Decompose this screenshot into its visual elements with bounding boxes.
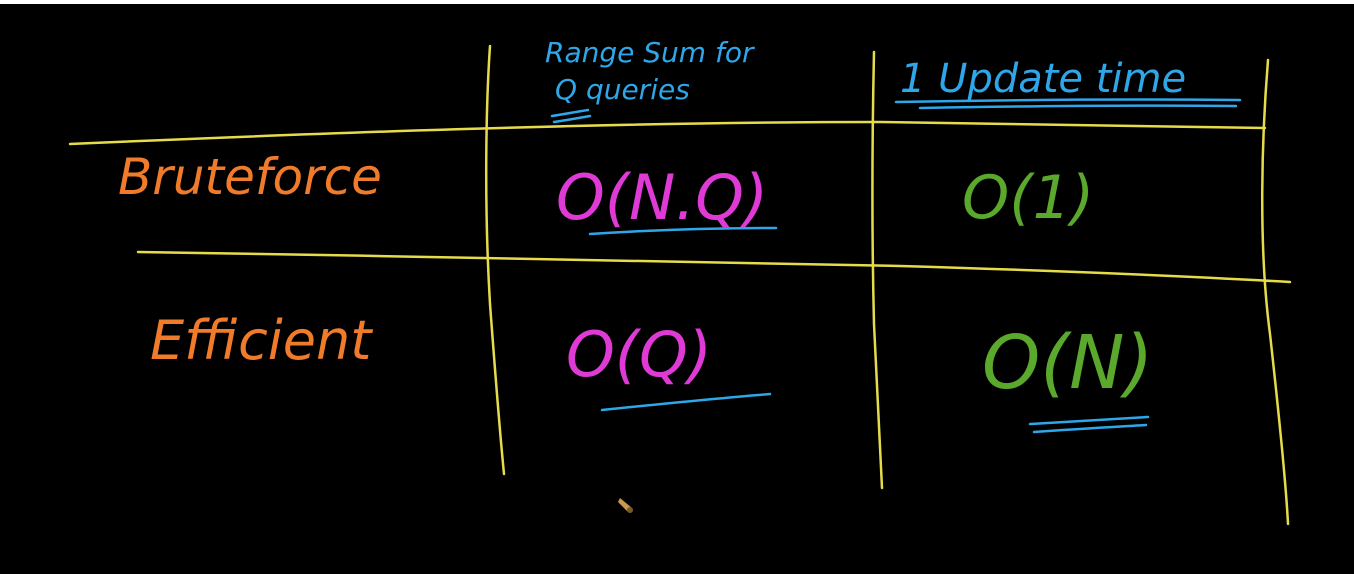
row-label-bruteforce: Bruteforce (118, 148, 382, 206)
cell-bruteforce-update: O(1) (962, 163, 1094, 233)
row-separator-line (136, 250, 1292, 284)
header-separator-line (68, 120, 1267, 146)
whiteboard-canvas: Range Sum for Q queries 1 Update time Br… (0, 4, 1354, 574)
update-time-underline-2 (918, 104, 1238, 110)
cell-efficient-update: O(N) (982, 320, 1153, 406)
pen-cursor-icon (618, 498, 633, 513)
cell-efficient-range-sum: O(Q) (566, 318, 712, 391)
efficient-update-underline (1028, 415, 1150, 426)
cell-underlines (588, 226, 1150, 434)
header-underlines (550, 98, 1242, 124)
update-cells: O(1) O(N) (962, 163, 1153, 406)
table-grid (68, 44, 1292, 526)
range-sum-cells: O(N.Q) O(Q) (556, 161, 768, 391)
update-time-underline (894, 98, 1242, 104)
range-sum-header-line2: Q queries (555, 73, 690, 106)
row-labels: Bruteforce Efficient (118, 148, 382, 372)
row-label-efficient: Efficient (150, 309, 373, 372)
efficient-range-sum-underline (600, 392, 772, 412)
range-sum-header-line1: Range Sum for (545, 36, 755, 69)
complexity-table-diagram: Range Sum for Q queries 1 Update time Br… (68, 36, 1292, 526)
q-underline-2 (552, 114, 592, 124)
update-time-header: 1 Update time (900, 56, 1186, 102)
column-divider-2 (871, 50, 884, 490)
column-divider-3 (1260, 58, 1290, 526)
efficient-update-underline-2 (1032, 423, 1148, 434)
table-header: Range Sum for Q queries 1 Update time (545, 36, 1186, 106)
bruteforce-range-sum-underline (588, 226, 778, 236)
column-divider-1 (484, 44, 506, 476)
cell-bruteforce-range-sum: O(N.Q) (556, 161, 768, 234)
q-underline (550, 108, 590, 118)
